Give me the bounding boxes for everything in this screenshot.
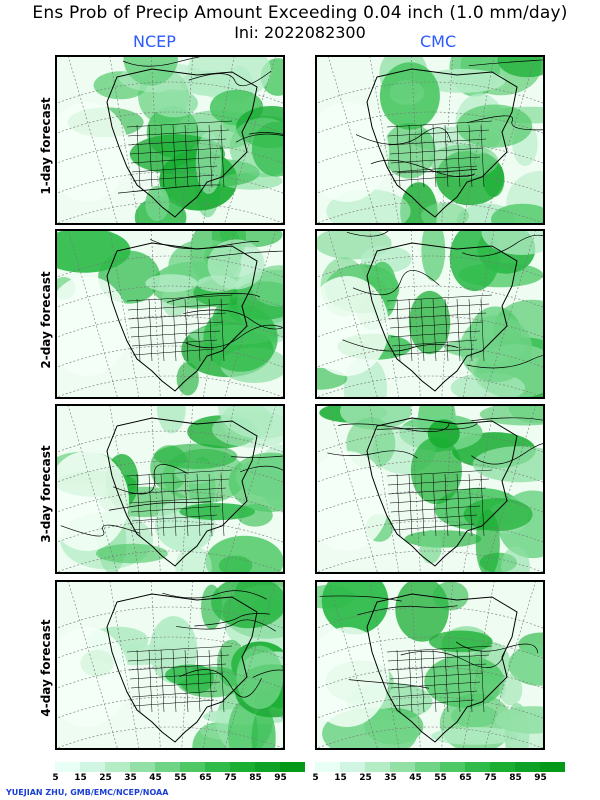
legend-tick-label: 25: [99, 773, 112, 783]
legend-swatch: [315, 762, 340, 772]
probability-map: [57, 57, 283, 223]
probability-map: [57, 231, 283, 397]
legend-tick-label: 45: [409, 773, 422, 783]
legend-swatch: [105, 762, 130, 772]
legend-tick-label: 15: [334, 773, 347, 783]
legend-swatch: [280, 762, 305, 772]
credit-text: YUEJIAN ZHU, GMB/EMC/NCEP/NOAA: [6, 788, 169, 797]
column-label-ncep: NCEP: [133, 32, 176, 51]
legend-tick-label: 35: [384, 773, 397, 783]
map-panel-cmc-day3: [315, 404, 545, 574]
map-panel-ncep-day1: [55, 55, 285, 225]
legend-swatch: [465, 762, 490, 772]
legend-tick-label: 75: [224, 773, 237, 783]
legend-swatch: [365, 762, 390, 772]
legend-tick-label: 85: [249, 773, 262, 783]
legend-swatch: [205, 762, 230, 772]
legend-tick-label: 85: [509, 773, 522, 783]
row-label-day1: 1-day forecast: [39, 97, 53, 195]
legend-tick-label: 15: [74, 773, 87, 783]
row-label-day3: 3-day forecast: [39, 445, 53, 543]
legend-swatch: [230, 762, 255, 772]
probability-map: [57, 406, 283, 572]
legend-swatch: [255, 762, 280, 772]
legend-tick-label: 55: [174, 773, 187, 783]
legend-tick-label: 95: [274, 773, 287, 783]
legend-swatch: [80, 762, 105, 772]
legend-swatch: [180, 762, 205, 772]
map-panel-cmc-day2: [315, 229, 545, 399]
legend-colorbar-left: [55, 762, 305, 772]
legend-swatch: [55, 762, 80, 772]
probability-map: [317, 582, 543, 748]
map-panel-ncep-day2: [55, 229, 285, 399]
legend-tick-label: 65: [459, 773, 472, 783]
map-panel-cmc-day4: [315, 580, 545, 750]
legend-swatch: [540, 762, 565, 772]
legend-tick-label: 5: [312, 773, 319, 783]
figure-subtitle: Ini: 2022082300: [234, 23, 366, 42]
legend-tick-label: 35: [124, 773, 137, 783]
row-label-day2: 2-day forecast: [39, 271, 53, 369]
legend-swatch: [515, 762, 540, 772]
map-panel-cmc-day1: [315, 55, 545, 225]
figure-title: Ens Prob of Precip Amount Exceeding 0.04…: [32, 3, 568, 23]
legend-swatch: [155, 762, 180, 772]
legend-swatch: [340, 762, 365, 772]
legend-tick-label: 25: [359, 773, 372, 783]
legend-swatch: [440, 762, 465, 772]
legend-tick-label: 45: [149, 773, 162, 783]
legend-tick-label: 95: [534, 773, 547, 783]
legend-swatch: [415, 762, 440, 772]
legend-tick-label: 5: [52, 773, 59, 783]
map-panel-ncep-day4: [55, 580, 285, 750]
map-panel-ncep-day3: [55, 404, 285, 574]
row-label-day4: 4-day forecast: [39, 619, 53, 717]
legend-swatch: [390, 762, 415, 772]
legend-swatch: [490, 762, 515, 772]
probability-map: [317, 406, 543, 572]
legend-tick-label: 55: [434, 773, 447, 783]
probability-map: [57, 582, 283, 748]
legend-tick-label: 65: [199, 773, 212, 783]
legend-tick-label: 75: [484, 773, 497, 783]
probability-map: [317, 57, 543, 223]
probability-map: [317, 231, 543, 397]
legend-swatch: [130, 762, 155, 772]
column-label-cmc: CMC: [420, 32, 457, 51]
legend-colorbar-right: [315, 762, 565, 772]
